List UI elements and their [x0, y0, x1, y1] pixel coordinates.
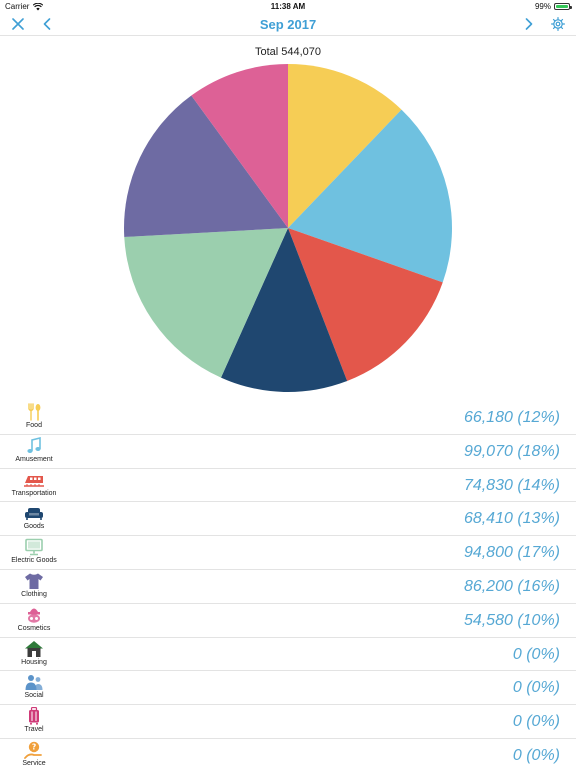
category-label: Social [24, 692, 44, 700]
list-item[interactable]: Food 66,180 (12%) [0, 401, 576, 435]
chevron-left-icon [43, 18, 51, 30]
previous-month-button[interactable] [38, 15, 56, 33]
list-item[interactable]: Transportation 74,830 (14%) [0, 469, 576, 503]
fork-spoon-icon [28, 403, 41, 421]
suitcase-icon [29, 707, 39, 725]
pie-slice-clothing[interactable] [124, 95, 288, 238]
category-label: Electric Goods [11, 557, 57, 565]
category-icon-wrap: Amusement [0, 435, 68, 468]
pie-slice-goods[interactable] [220, 228, 348, 392]
page-title[interactable]: Sep 2017 [259, 17, 317, 32]
cosmetics-icon [28, 608, 40, 623]
category-label: Housing [21, 658, 47, 666]
close-icon [12, 18, 24, 30]
category-label: Cosmetics [17, 624, 51, 632]
people-icon [25, 675, 43, 691]
category-icon-wrap: Food [0, 401, 68, 434]
pie-slice-food[interactable] [288, 64, 402, 228]
status-time: 11:38 AM [270, 2, 306, 11]
train-icon [24, 475, 44, 487]
category-amount: 0 (0%) [512, 679, 560, 697]
category-label: Clothing [21, 590, 47, 598]
category-icon-wrap: Housing [0, 638, 68, 671]
status-right: 99% [534, 2, 572, 11]
battery-icon [554, 3, 572, 10]
category-label: Goods [23, 523, 45, 531]
category-icon-wrap: Electric Goods [0, 536, 68, 569]
list-item[interactable]: Clothing 86,200 (16%) [0, 570, 576, 604]
svg-text:?: ? [32, 743, 36, 752]
category-amount: 94,800 (17%) [463, 544, 560, 562]
shirt-icon [25, 573, 43, 589]
category-icon-wrap: Transportation [0, 469, 68, 502]
category-list: Food 66,180 (12%) Amusement 99,070 (18%) Tra… [0, 401, 576, 768]
category-amount: 86,200 (16%) [463, 577, 560, 595]
service-icon: ? [24, 741, 42, 759]
list-item[interactable]: Housing 0 (0%) [0, 638, 576, 672]
status-bar: Carrier 11:38 AM 99% [0, 0, 576, 12]
list-item[interactable]: ? Service 0 (0%) [0, 739, 576, 768]
next-month-button[interactable] [520, 15, 538, 33]
nav-bar: Sep 2017 [0, 12, 576, 36]
category-icon-wrap: Goods [0, 502, 68, 535]
battery-percent: 99% [534, 2, 551, 11]
category-label: Food [26, 422, 42, 429]
list-item[interactable]: Goods 68,410 (13%) [0, 502, 576, 537]
battery-fill [556, 5, 568, 8]
category-amount: 74,830 (14%) [463, 476, 560, 494]
category-icon-wrap: Social [0, 671, 68, 704]
category-label: Service [22, 759, 46, 767]
category-icon-wrap: Travel [0, 705, 68, 738]
monitor-icon [25, 538, 43, 556]
music-note-icon [27, 436, 41, 453]
category-amount: 99,070 (18%) [463, 442, 560, 460]
pie-slice-electric-goods[interactable] [124, 228, 288, 378]
list-item[interactable]: Electric Goods 94,800 (17%) [0, 536, 576, 570]
category-icon-wrap: Clothing [0, 570, 68, 603]
pie-slice-cosmetics[interactable] [191, 64, 288, 228]
category-amount: 0 (0%) [512, 645, 560, 663]
category-amount: 0 (0%) [512, 713, 560, 731]
sofa-icon [25, 508, 43, 521]
list-item[interactable]: Social 0 (0%) [0, 671, 576, 706]
chart-title: Total 544,070 [254, 46, 322, 58]
close-button[interactable] [9, 15, 27, 33]
list-item[interactable]: Cosmetics 54,580 (10%) [0, 604, 576, 638]
category-icon-wrap: Cosmetics [0, 604, 68, 637]
house-icon [25, 640, 43, 657]
category-amount: 66,180 (12%) [463, 409, 560, 426]
carrier-label: Carrier [5, 2, 30, 11]
status-left: Carrier [5, 2, 44, 11]
wifi-icon [33, 2, 44, 10]
category-amount: 0 (0%) [512, 746, 560, 764]
category-label: Transportation [11, 489, 57, 497]
settings-button[interactable] [549, 15, 567, 33]
category-icon-wrap: ? Service [0, 739, 68, 768]
category-amount: 54,580 (10%) [463, 611, 560, 629]
category-label: Travel [24, 726, 44, 734]
list-item[interactable]: Travel 0 (0%) [0, 705, 576, 739]
pie-slice-amusement[interactable] [288, 109, 453, 283]
chevron-right-icon [525, 18, 533, 30]
gear-icon [551, 17, 565, 31]
category-amount: 68,410 (13%) [463, 510, 560, 528]
pie-slice-transportation[interactable] [288, 228, 443, 381]
pie-chart [124, 64, 453, 392]
category-label: Amusement [15, 455, 53, 463]
list-item[interactable]: Amusement 99,070 (18%) [0, 435, 576, 469]
